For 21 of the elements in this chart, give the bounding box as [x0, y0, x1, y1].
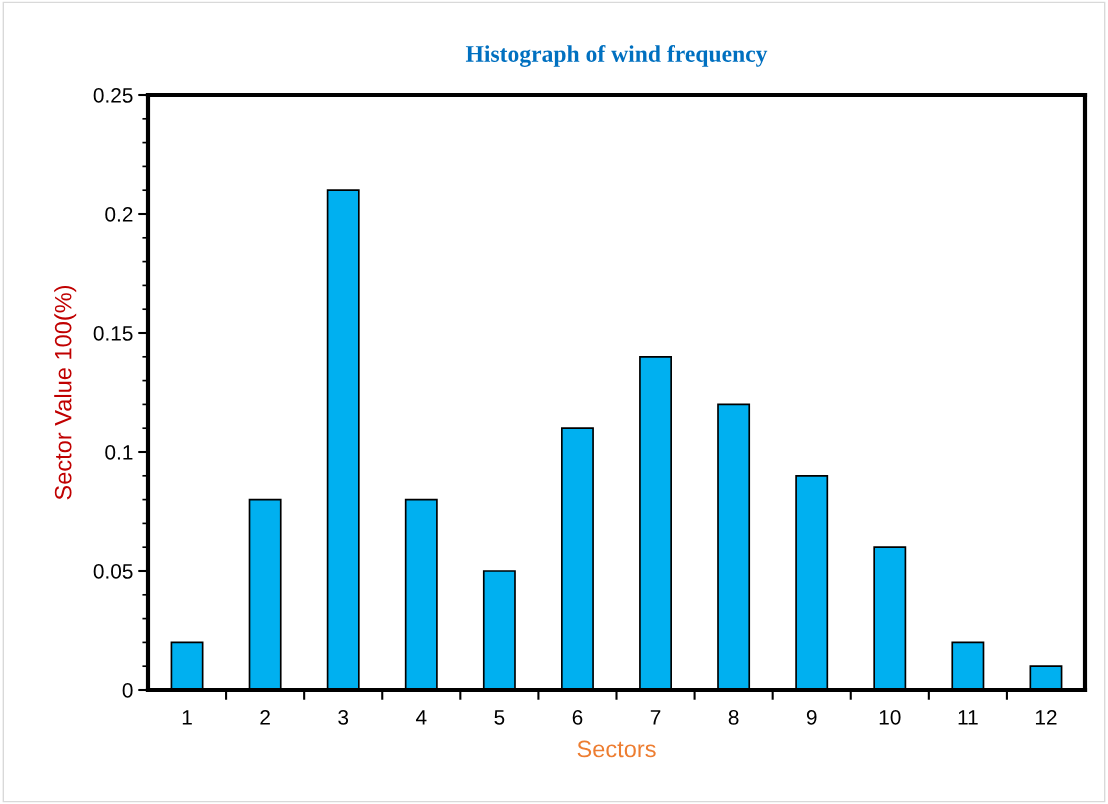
- y-tick-label: 0.15: [93, 326, 133, 341]
- y-tick-label: 0.25: [93, 88, 133, 103]
- y-tick-label: 0.2: [105, 207, 133, 222]
- x-tick-label: 3: [338, 709, 349, 725]
- y-tick-label: 0: [122, 683, 133, 698]
- x-tick-label: 8: [728, 709, 739, 725]
- x-tick-label: 5: [494, 710, 505, 725]
- x-tick-label: 1: [182, 710, 192, 725]
- x-tick-label: 6: [572, 709, 583, 725]
- chart-title: Histograph of wind frequency: [465, 45, 768, 67]
- y-tick-label: 0.1: [105, 445, 133, 460]
- x-tick-label: 10: [879, 709, 901, 725]
- x-tick-label: 7: [650, 710, 661, 725]
- x-tick-label: 9: [806, 709, 817, 725]
- x-axis-title: Sectors: [577, 740, 656, 758]
- y-axis-title: Sector Value 100(%): [54, 285, 77, 500]
- x-tick-label: 11: [958, 710, 978, 725]
- y-tick-label: 0.05: [93, 564, 133, 579]
- x-tick-label: 12: [1035, 709, 1057, 725]
- x-tick-label: 4: [415, 710, 427, 725]
- x-tick-label: 2: [260, 709, 270, 725]
